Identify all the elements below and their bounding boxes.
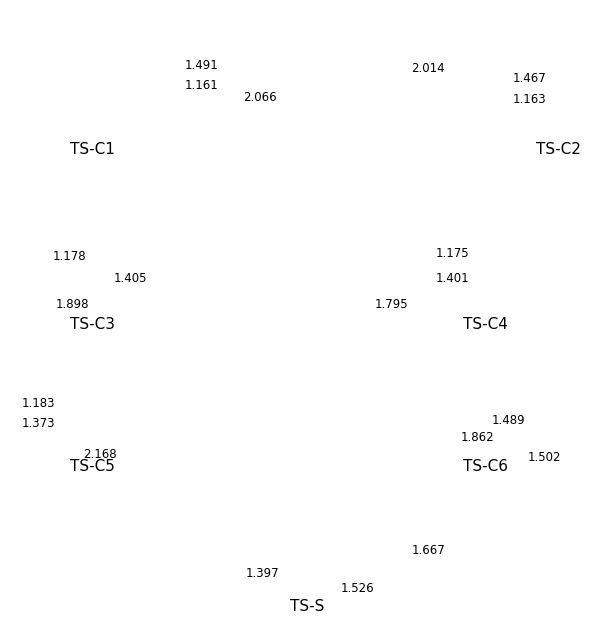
Text: 1.795: 1.795 (375, 298, 408, 311)
Text: 1.467: 1.467 (513, 72, 546, 85)
Text: 1.526: 1.526 (341, 582, 375, 595)
Text: TS-C6: TS-C6 (462, 459, 508, 474)
Text: 1.183: 1.183 (21, 397, 55, 410)
Text: 1.862: 1.862 (460, 431, 494, 444)
Text: 1.491: 1.491 (184, 59, 218, 72)
Text: 1.667: 1.667 (411, 544, 445, 557)
Text: 2.066: 2.066 (243, 91, 276, 104)
Text: 1.373: 1.373 (21, 417, 55, 430)
Text: 1.502: 1.502 (528, 451, 562, 464)
Text: 1.489: 1.489 (491, 414, 525, 427)
Text: TS-C5: TS-C5 (69, 459, 115, 474)
Text: 1.898: 1.898 (55, 298, 89, 311)
Text: 2.014: 2.014 (411, 62, 445, 75)
Text: TS-C4: TS-C4 (462, 317, 508, 332)
Text: 1.161: 1.161 (184, 79, 218, 92)
Text: TS-C2: TS-C2 (536, 142, 581, 157)
Text: 1.163: 1.163 (513, 93, 546, 106)
Text: TS-C1: TS-C1 (69, 142, 115, 157)
Text: TS-S: TS-S (290, 599, 324, 613)
Text: 1.397: 1.397 (246, 568, 279, 581)
Text: 1.401: 1.401 (436, 272, 470, 285)
Text: 1.175: 1.175 (436, 247, 470, 260)
Text: 2.168: 2.168 (83, 448, 117, 461)
Text: TS-C3: TS-C3 (69, 317, 115, 332)
Text: 1.405: 1.405 (114, 272, 147, 285)
Text: 1.178: 1.178 (52, 250, 86, 263)
